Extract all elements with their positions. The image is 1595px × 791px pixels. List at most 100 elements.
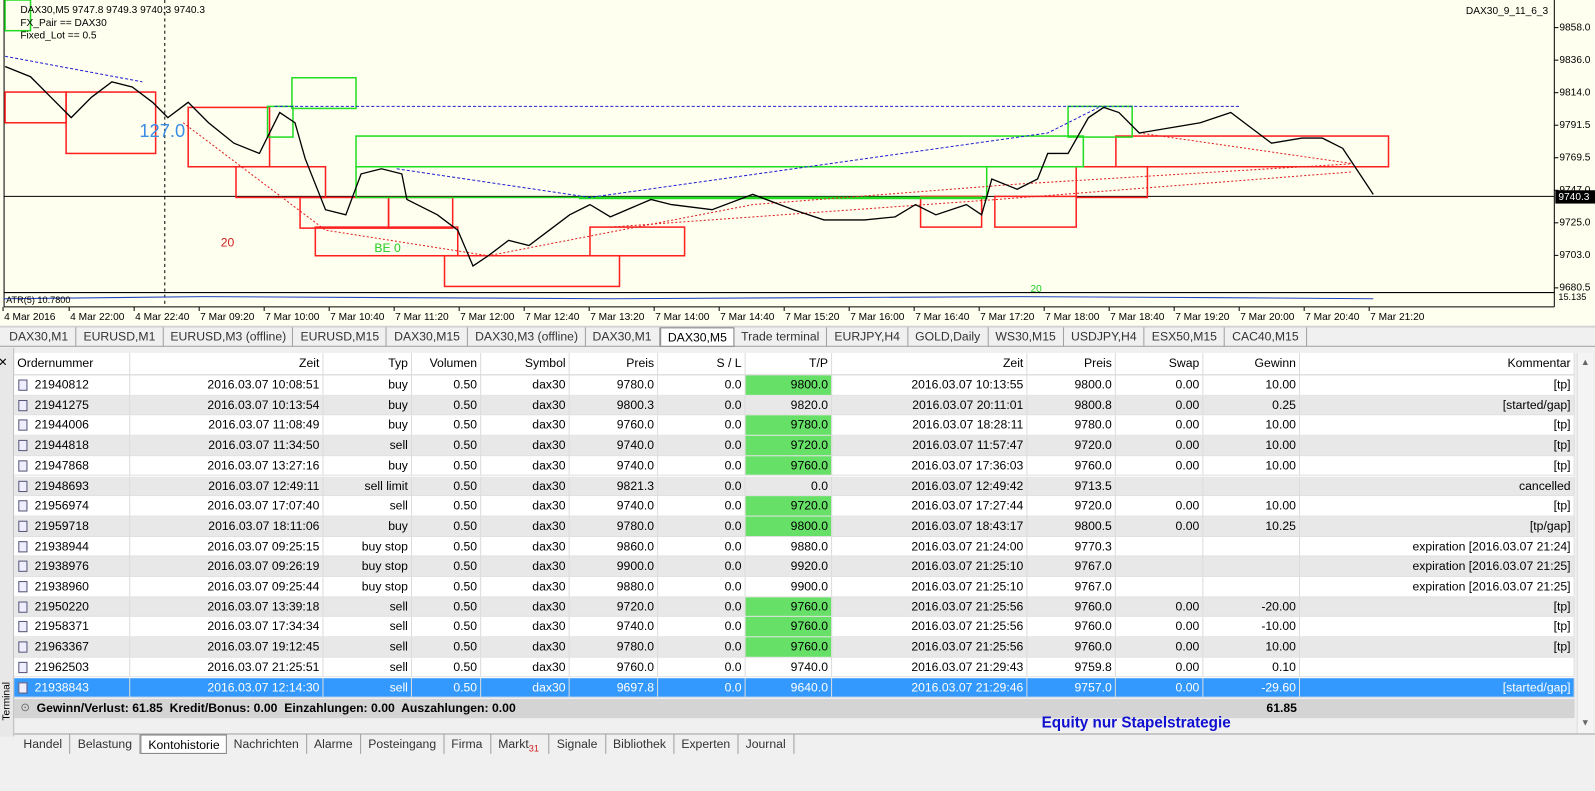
price-line xyxy=(4,65,1374,267)
tab-label[interactable]: WS30,M15 xyxy=(995,329,1056,344)
tab-label[interactable]: Handel xyxy=(23,736,63,751)
table-row[interactable]: 21950220 2016.03.07 13:39:18 sell 0.50 dax30… xyxy=(14,597,1575,618)
column-header[interactable]: Zeit xyxy=(130,352,324,375)
time-label: 7 Mar 10:00 xyxy=(265,312,320,323)
table-row[interactable]: 21938843 2016.03.07 12:14:30 sell 0.50 dax30… xyxy=(14,677,1575,698)
column-header[interactable]: T/P xyxy=(746,352,833,375)
column-header[interactable]: Typ xyxy=(323,352,412,375)
table-row[interactable]: 21940812 2016.03.07 10:08:51 buy 0.50 dax30 9… xyxy=(14,375,1575,396)
tab-label[interactable]: Markt xyxy=(498,736,529,751)
table-cell: 9760.0 xyxy=(745,597,833,617)
tab-label[interactable]: GOLD,Daily xyxy=(915,329,981,344)
table-cell: 0.00 xyxy=(1116,637,1204,657)
table-row[interactable]: 21959718 2016.03.07 18:11:06 buy 0.50 dax30 9… xyxy=(14,516,1575,537)
column-header[interactable]: Ordernummer xyxy=(14,352,131,375)
column-header[interactable]: Preis xyxy=(1027,352,1116,375)
column-header[interactable]: Symbol xyxy=(481,352,570,375)
tab[interactable]: Belastung xyxy=(71,734,141,754)
tab[interactable]: Markt31 xyxy=(491,734,550,754)
tab-label[interactable]: Posteingang xyxy=(368,736,437,751)
tab-label[interactable]: Experten xyxy=(681,736,731,751)
tab[interactable]: DAX30,M15 xyxy=(387,327,468,347)
table-row[interactable]: 21938976 2016.03.07 09:26:19 buy stop 0.50 d… xyxy=(14,556,1575,577)
table-row[interactable]: 21956974 2016.03.07 17:07:40 sell 0.50 dax30… xyxy=(14,496,1575,517)
tab[interactable]: Handel xyxy=(16,734,71,754)
tab-label[interactable]: Bibliothek xyxy=(613,736,666,751)
tab[interactable]: USDJPY,H4 xyxy=(1064,327,1145,347)
tab[interactable]: CAC40,M15 xyxy=(1225,327,1307,347)
tab-label[interactable]: EURUSD,M15 xyxy=(300,329,380,344)
tab-label[interactable]: Alarme xyxy=(313,736,353,751)
table-row[interactable]: 21938960 2016.03.07 09:25:44 buy stop 0.50 d… xyxy=(14,576,1575,598)
table-row[interactable]: 21963367 2016.03.07 19:12:45 sell 0.50 dax30… xyxy=(14,637,1575,658)
column-header[interactable]: S / L xyxy=(658,352,746,375)
table-row[interactable]: 21948693 2016.03.07 12:49:11 sell limit 0.5… xyxy=(14,476,1575,497)
table-cell: 2016.03.07 21:25:10 xyxy=(832,576,1028,597)
tab-label[interactable]: DAX30,M3 (offline) xyxy=(475,329,579,344)
table-cell: 0.00 xyxy=(1116,395,1204,415)
tab-label[interactable]: DAX30,M15 xyxy=(394,329,460,344)
tab-label[interactable]: CAC40,M15 xyxy=(1232,329,1299,344)
table-row[interactable]: 21962503 2016.03.07 21:25:51 sell 0.50 dax30… xyxy=(14,657,1575,678)
table-row[interactable]: 21947868 2016.03.07 13:27:16 buy 0.50 dax30 9… xyxy=(14,456,1575,477)
table-cell: 21941275 xyxy=(14,395,131,415)
tab-label[interactable]: Signale xyxy=(556,736,598,751)
table-cell: 2016.03.07 13:39:18 xyxy=(130,597,324,617)
tab[interactable]: Posteingang xyxy=(361,734,445,754)
tab-label[interactable]: Trade terminal xyxy=(741,329,820,344)
tab[interactable]: WS30,M15 xyxy=(988,327,1064,347)
tab[interactable]: Signale xyxy=(550,734,606,754)
tab[interactable]: Experten xyxy=(674,734,739,754)
tab[interactable]: Trade terminal xyxy=(734,327,828,347)
tab[interactable]: EURUSD,M3 (offline) xyxy=(163,327,294,347)
scrollbar[interactable]: ▲ ▼ xyxy=(1576,352,1593,734)
tab-label[interactable]: Firma xyxy=(451,736,483,751)
tab-label[interactable]: EURUSD,M3 (offline) xyxy=(170,329,287,344)
table-cell: 0.0 xyxy=(658,395,746,415)
table-row[interactable]: 21944006 2016.03.07 11:08:49 buy 0.50 dax30 9… xyxy=(14,415,1575,436)
table-row[interactable]: 21944818 2016.03.07 11:34:50 sell 0.50 dax30… xyxy=(14,435,1575,457)
tab-label[interactable]: Journal xyxy=(745,736,786,751)
table-cell: 9900.0 xyxy=(570,556,659,576)
tab-label[interactable]: USDJPY,H4 xyxy=(1071,329,1137,344)
tab[interactable]: EURJPY,H4 xyxy=(827,327,908,347)
tab-label[interactable]: Nachrichten xyxy=(233,736,299,751)
tab[interactable]: Nachrichten xyxy=(227,734,307,754)
tab[interactable]: DAX30,M1 xyxy=(2,327,77,347)
tab[interactable]: DAX30,M5 xyxy=(659,327,735,347)
tab-label[interactable]: DAX30,M1 xyxy=(592,329,652,344)
column-header[interactable]: Preis xyxy=(570,352,659,375)
chart-background xyxy=(0,0,1555,307)
table-cell: 21962503 xyxy=(14,657,131,677)
table-row[interactable]: 21938944 2016.03.07 09:25:15 buy stop 0.50 d… xyxy=(14,536,1575,557)
tab[interactable]: Firma xyxy=(444,734,492,754)
table-cell: 9640.0 xyxy=(746,677,833,697)
tab[interactable]: Journal xyxy=(739,734,795,754)
tab[interactable]: Alarme xyxy=(307,734,362,754)
column-header[interactable]: Swap xyxy=(1116,352,1204,375)
tab-label[interactable]: Kontohistorie xyxy=(148,737,220,752)
column-header[interactable]: Gewinn xyxy=(1203,352,1301,375)
tab[interactable]: DAX30,M1 xyxy=(585,327,660,347)
time-label: 4 Mar 2016 xyxy=(4,312,56,323)
tab-label[interactable]: ESX50,M15 xyxy=(1151,329,1217,344)
tab-label[interactable]: DAX30,M5 xyxy=(667,330,727,345)
column-header[interactable]: Kommentar xyxy=(1300,352,1575,375)
table-cell: sell limit xyxy=(323,476,412,496)
tab[interactable]: EURUSD,M1 xyxy=(76,327,164,347)
table-row[interactable]: 21941275 2016.03.07 10:13:54 buy 0.50 dax30 9… xyxy=(14,395,1575,416)
tab-label[interactable]: EURUSD,M1 xyxy=(83,329,156,344)
tab[interactable]: EURUSD,M15 xyxy=(293,327,388,347)
tab-label[interactable]: DAX30,M1 xyxy=(9,329,69,344)
tab-label[interactable]: EURJPY,H4 xyxy=(834,329,900,344)
tab[interactable]: ESX50,M15 xyxy=(1145,327,1226,347)
tab[interactable]: DAX30,M3 (offline) xyxy=(468,327,586,347)
column-header[interactable]: Zeit xyxy=(832,352,1028,375)
tab[interactable]: Bibliothek xyxy=(606,734,675,754)
table-cell: 2016.03.07 21:25:56 xyxy=(832,597,1028,617)
tab[interactable]: GOLD,Daily xyxy=(908,327,989,347)
column-header[interactable]: Volumen xyxy=(412,352,482,375)
table-row[interactable]: 21958371 2016.03.07 17:34:34 sell 0.50 dax30… xyxy=(14,617,1575,638)
tab[interactable]: Kontohistorie xyxy=(140,734,227,754)
tab-label[interactable]: Belastung xyxy=(77,736,132,751)
